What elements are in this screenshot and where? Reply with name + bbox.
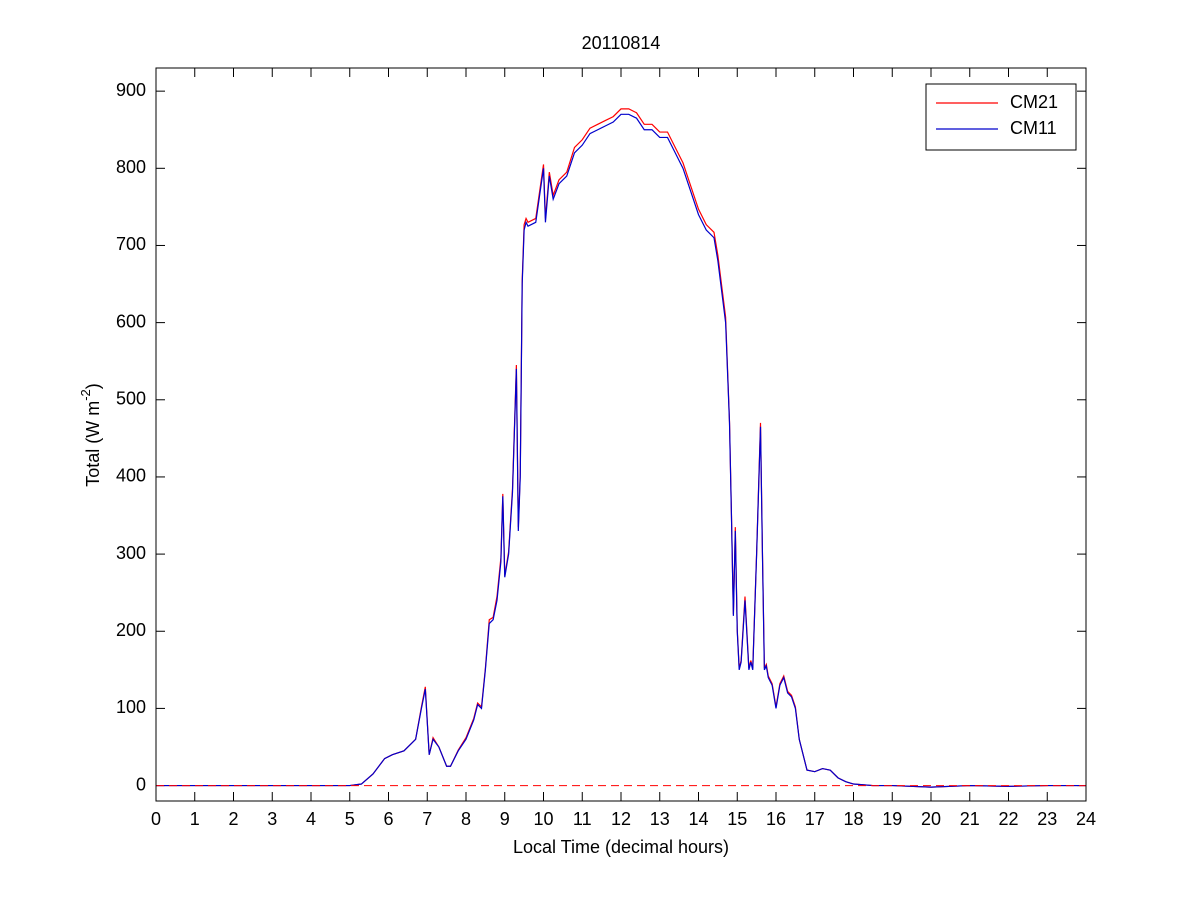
y-tick-label: 600 <box>116 311 146 331</box>
y-tick-label: 300 <box>116 543 146 563</box>
x-tick-label: 8 <box>461 809 471 829</box>
x-tick-label: 20 <box>921 809 941 829</box>
legend-label: CM21 <box>1010 92 1058 112</box>
legend-box <box>925 83 1077 151</box>
x-tick-label: 18 <box>843 809 863 829</box>
x-tick-label: 23 <box>1037 809 1057 829</box>
x-axis-label: Local Time (decimal hours) <box>513 837 729 857</box>
x-tick-label: 15 <box>727 809 747 829</box>
x-tick-label: 1 <box>190 809 200 829</box>
x-tick-label: 9 <box>500 809 510 829</box>
legend-label: CM11 <box>1010 118 1057 138</box>
x-tick-label: 4 <box>306 809 316 829</box>
y-tick-label: 800 <box>116 157 146 177</box>
x-tick-label: 7 <box>422 809 432 829</box>
x-tick-label: 19 <box>882 809 902 829</box>
x-tick-label: 5 <box>345 809 355 829</box>
x-tick-label: 0 <box>151 809 161 829</box>
x-tick-label: 3 <box>267 809 277 829</box>
plot-frame <box>155 67 1087 802</box>
y-tick-label: 200 <box>116 620 146 640</box>
y-axis-label-part: Total (W m <box>83 401 103 487</box>
y-tick-label: 700 <box>116 234 146 254</box>
x-tick-label: 6 <box>383 809 393 829</box>
y-tick-label: 0 <box>136 774 146 794</box>
x-tick-label: 11 <box>573 809 592 829</box>
x-tick-label: 21 <box>960 809 980 829</box>
x-tick-label: 13 <box>650 809 670 829</box>
x-tick-label: 14 <box>688 809 708 829</box>
x-tick-label: 12 <box>611 809 631 829</box>
x-tick-label: 24 <box>1076 809 1096 829</box>
y-tick-label: 500 <box>116 389 146 409</box>
x-tick-label: 10 <box>533 809 553 829</box>
y-axis-label: Total (W m-2) <box>78 383 102 487</box>
y-axis-label-part: ) <box>83 383 103 389</box>
y-tick-label: 100 <box>116 697 146 717</box>
plot-area <box>156 68 1086 801</box>
y-axis-label-sup: -2 <box>78 389 93 401</box>
y-tick-label: 400 <box>116 466 146 486</box>
x-tick-label: 16 <box>766 809 786 829</box>
y-tick-label: 900 <box>116 80 146 100</box>
chart-title: 20110814 <box>582 33 661 53</box>
x-tick-label: 2 <box>228 809 238 829</box>
x-tick-label: 22 <box>998 809 1018 829</box>
x-tick-label: 17 <box>805 809 825 829</box>
series-line <box>156 113 1086 788</box>
